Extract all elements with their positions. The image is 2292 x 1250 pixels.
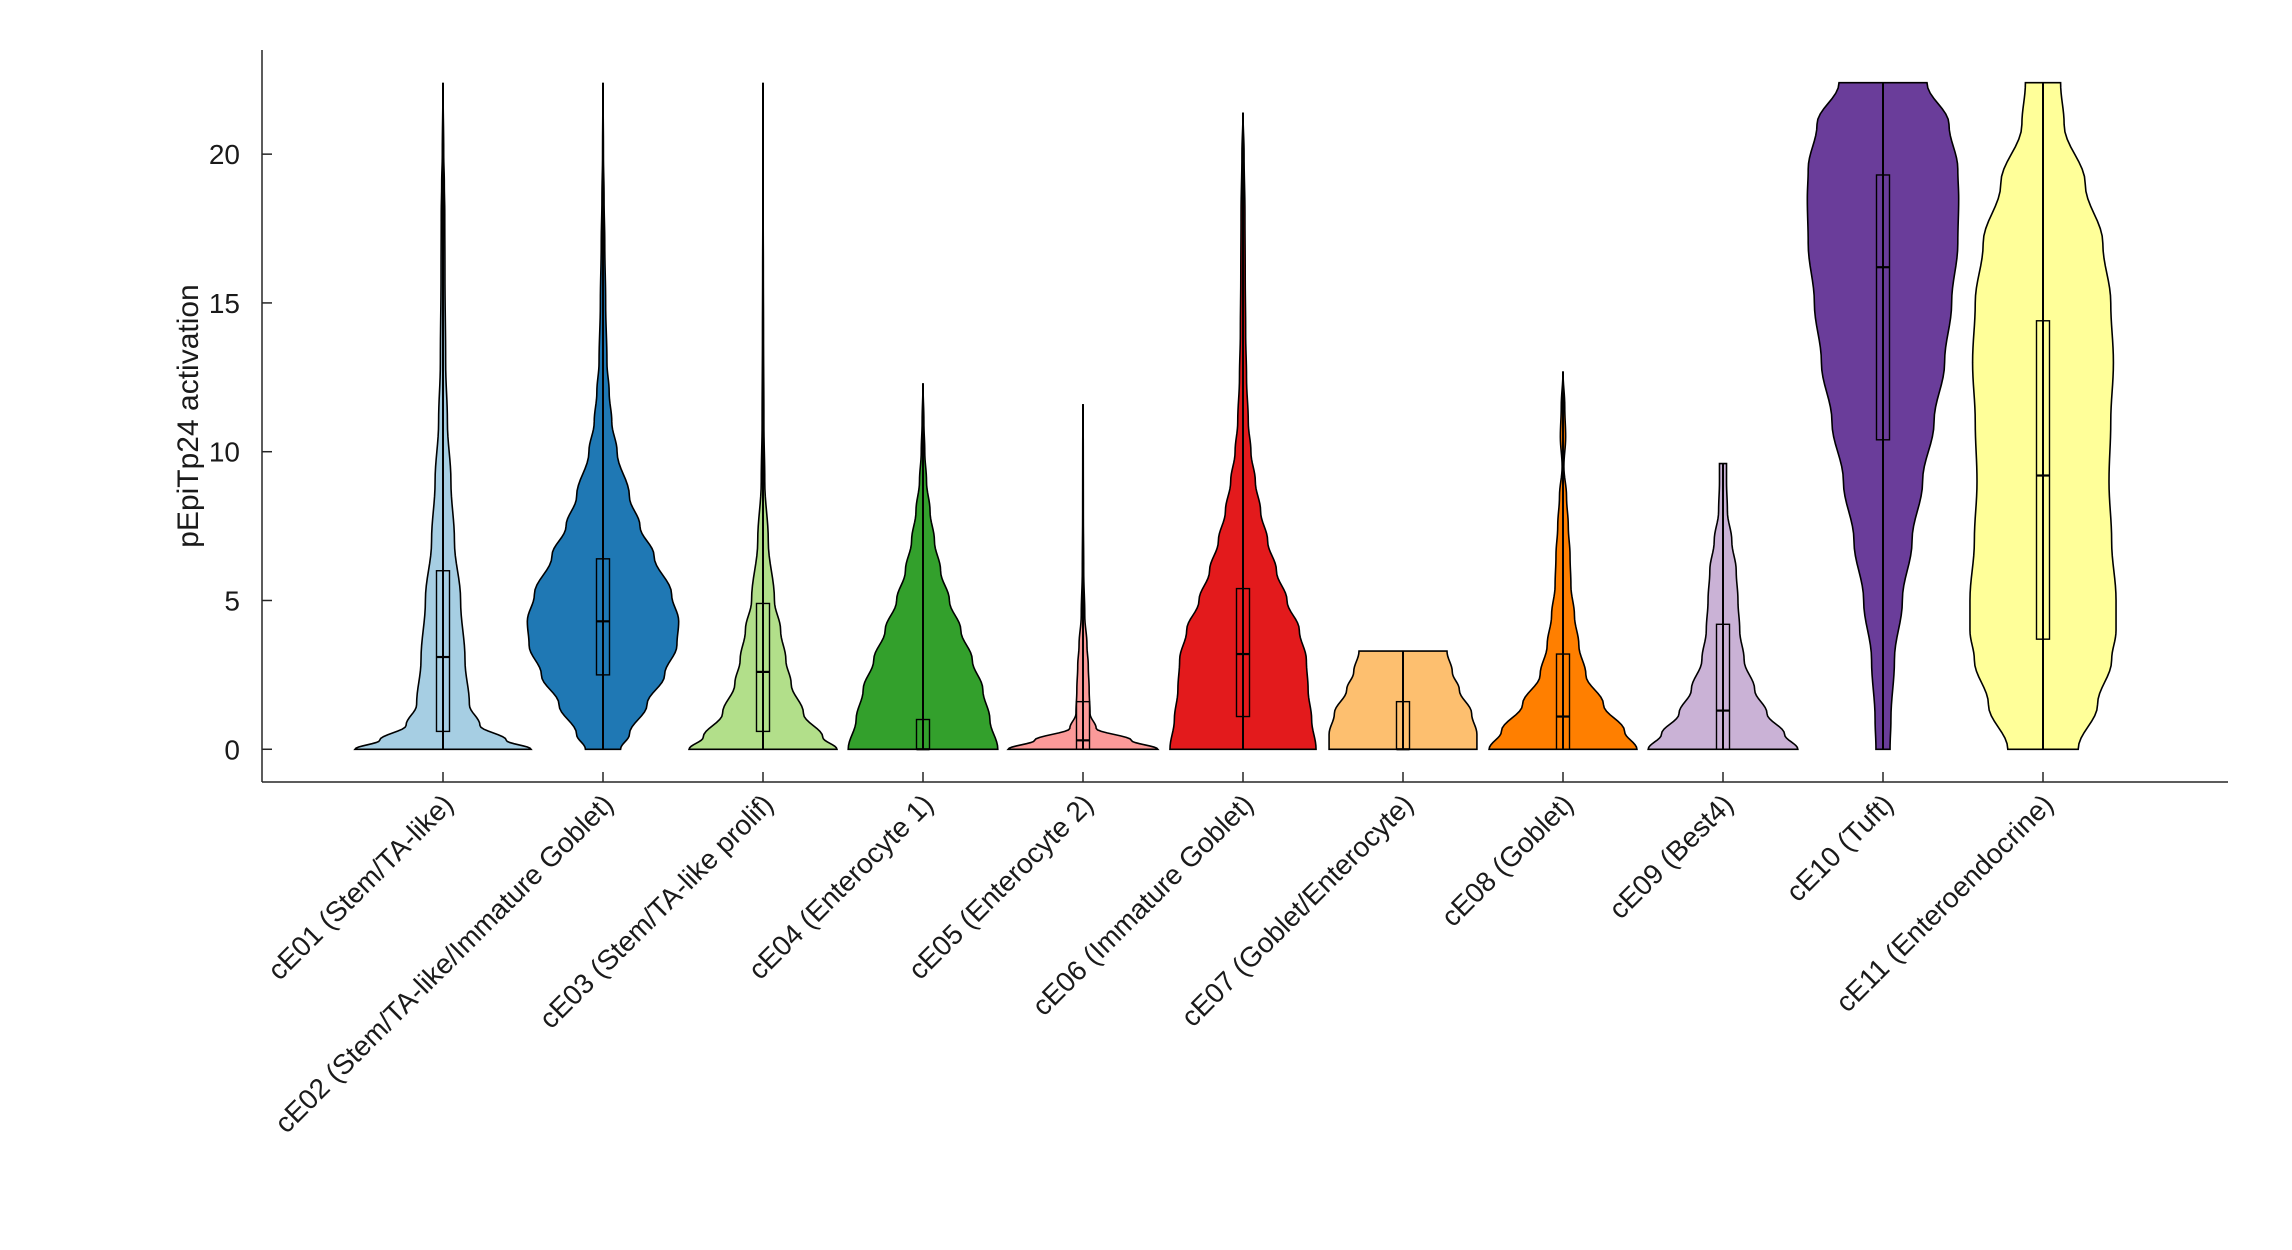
violin-group [1006, 404, 1160, 751]
y-axis-title: pEpiTp24 activation [172, 284, 205, 548]
x-category-label: cE10 (Tuft) [1780, 788, 1899, 907]
violin-group [1969, 81, 2117, 751]
axes [261, 50, 2228, 783]
violin-group [1488, 371, 1638, 751]
x-category-label: cE02 (Stem/TA-like/Immature Goblet) [269, 788, 620, 1139]
violin-group [687, 82, 839, 751]
violin-iqr-box [1235, 587, 1251, 718]
y-tick-label: 5 [224, 585, 240, 616]
violin-iqr-box [1555, 653, 1571, 750]
violin-group [847, 383, 999, 751]
violin-group [1806, 81, 1960, 751]
violin-group [1647, 462, 1799, 751]
y-tick-label: 20 [209, 139, 240, 170]
violin-group [1328, 650, 1478, 751]
violin-iqr-box [1715, 623, 1731, 750]
y-ticks: 0 5 10 15 20 [209, 139, 272, 765]
violin-iqr-box [435, 570, 451, 733]
violin-iqr-box [595, 558, 611, 676]
violin-iqr-box [755, 602, 771, 733]
x-ticks: cE01 (Stem/TA-like)cE02 (Stem/TA-like/Im… [262, 772, 2059, 1139]
y-tick-label: 15 [209, 288, 240, 319]
x-category-label: cE09 (Best4) [1603, 788, 1739, 924]
violin-iqr-box [2035, 320, 2051, 640]
violin-group [1169, 112, 1317, 751]
y-tick-label: 0 [224, 734, 240, 765]
violin-group [526, 82, 680, 751]
violin-iqr-box [1075, 700, 1091, 750]
violin-layer [353, 81, 2117, 751]
x-category-label: cE08 (Goblet) [1435, 788, 1579, 932]
violin-iqr-box [1875, 174, 1891, 441]
y-tick-label: 10 [209, 437, 240, 468]
violin-group [353, 82, 533, 751]
